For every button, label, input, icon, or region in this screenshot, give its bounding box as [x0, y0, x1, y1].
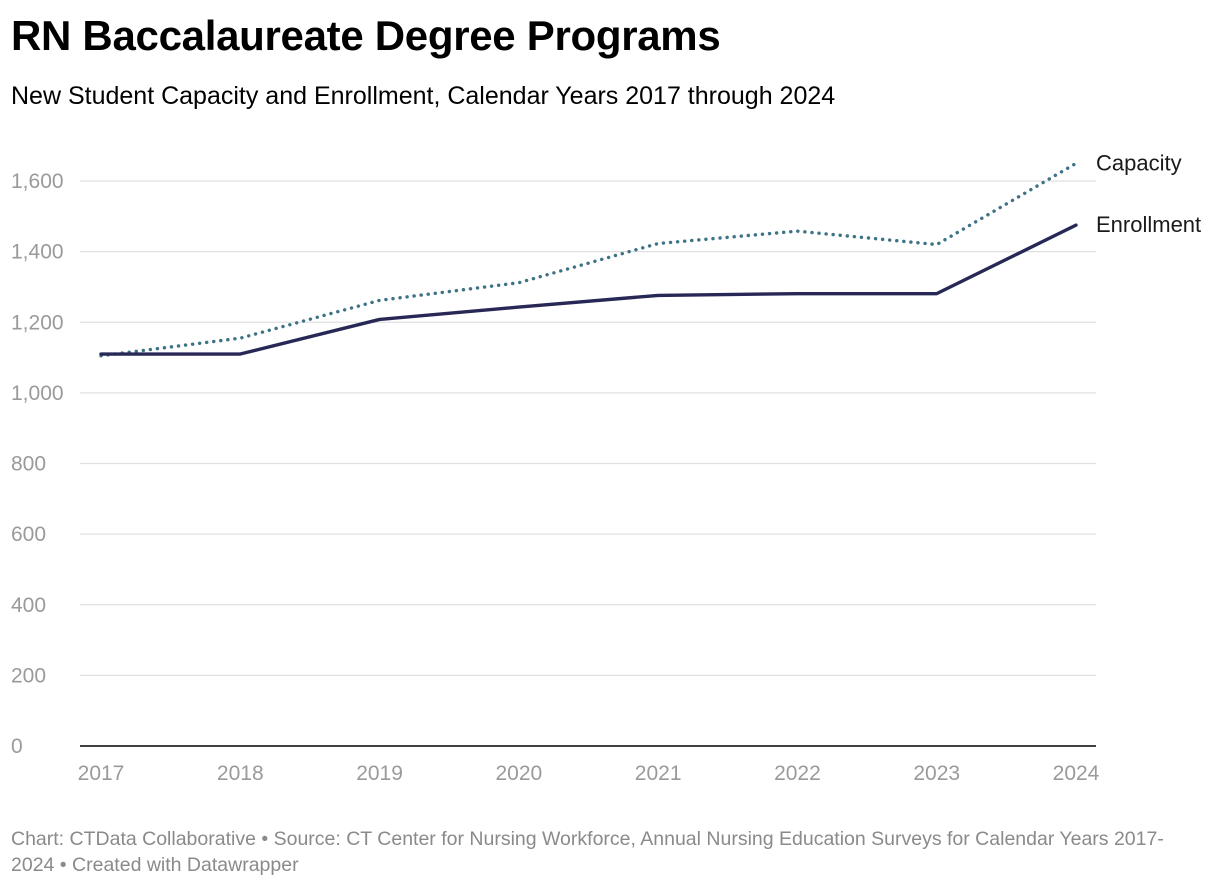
series-labels: Capacity Enrollment	[1096, 150, 1201, 237]
chart-subtitle: New Student Capacity and Enrollment, Cal…	[11, 82, 836, 110]
x-tick-label: 2023	[913, 762, 960, 785]
series-lines	[99, 161, 1078, 358]
series-line-enrollment	[99, 223, 1078, 356]
x-tick-label: 2024	[1053, 762, 1100, 785]
y-tick-label: 600	[11, 523, 46, 546]
x-axis-ticks: 2017 2018 2019 2020 2021 2022 2023 2024	[78, 762, 1100, 785]
series-line-capacity	[99, 161, 1078, 358]
chart-footer: Chart: CTData Collaborative • Source: CT…	[11, 828, 1164, 876]
y-tick-label: 400	[11, 594, 46, 617]
y-axis-ticks: 0 200 400 600 800 1,000 1,200 1,400 1,600	[11, 170, 64, 758]
x-tick-label: 2020	[495, 762, 542, 785]
chart-title: RN Baccalaureate Degree Programs	[11, 12, 721, 59]
y-tick-label: 1,600	[11, 170, 64, 193]
series-label-capacity: Capacity	[1096, 150, 1182, 175]
x-tick-label: 2017	[78, 762, 125, 785]
y-tick-label: 0	[11, 735, 23, 758]
y-tick-label: 1,200	[11, 311, 64, 334]
y-tick-label: 1,400	[11, 241, 64, 264]
gridlines	[80, 180, 1096, 747]
x-tick-label: 2018	[217, 762, 264, 785]
x-tick-label: 2019	[356, 762, 403, 785]
y-tick-label: 1,000	[11, 382, 64, 405]
series-label-enrollment: Enrollment	[1096, 212, 1201, 237]
x-tick-label: 2022	[774, 762, 821, 785]
x-tick-label: 2021	[635, 762, 682, 785]
y-tick-label: 200	[11, 664, 46, 687]
y-tick-label: 800	[11, 453, 46, 476]
